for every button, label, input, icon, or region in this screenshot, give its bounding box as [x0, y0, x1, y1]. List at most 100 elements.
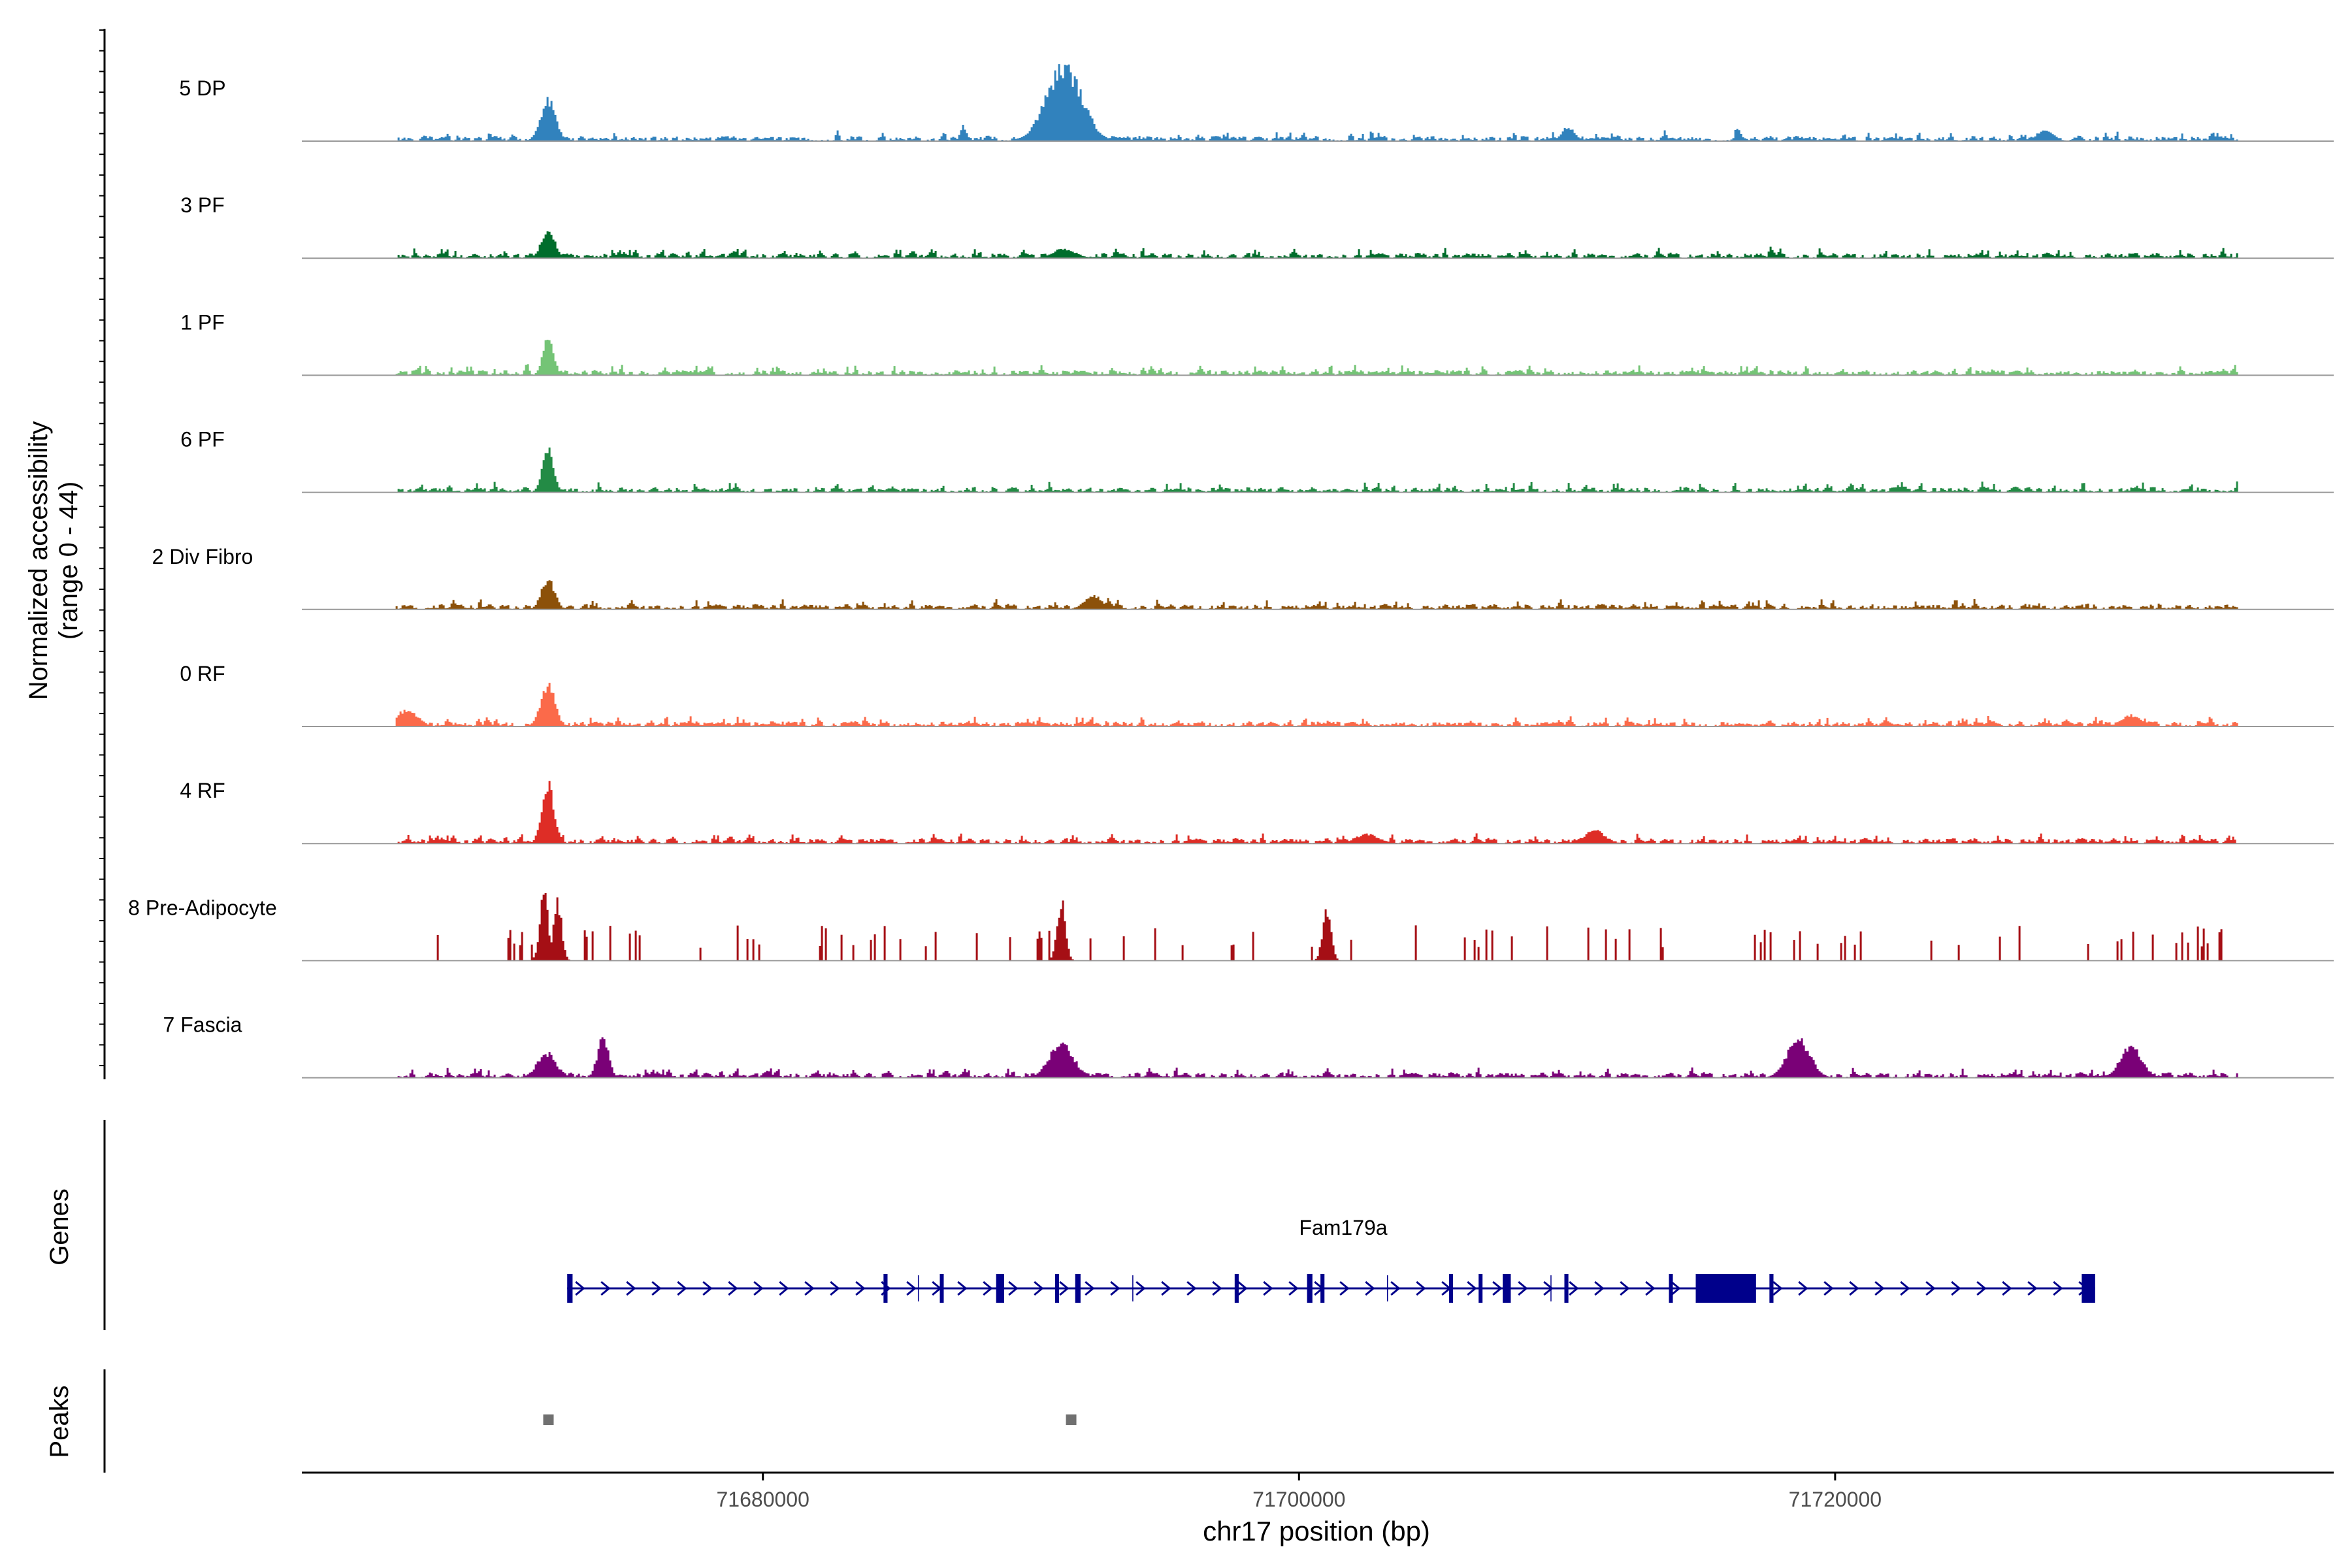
track-1-pf: 1 PF	[180, 310, 2334, 376]
track-2-div-fibro: 2 Div Fibro	[152, 545, 2334, 610]
strand-arrow-icon	[1186, 1281, 1197, 1296]
strand-arrow-icon	[1874, 1281, 1885, 1296]
x-axis-title: chr17 position (bp)	[1203, 1516, 1430, 1546]
gene-exon	[1234, 1274, 1239, 1303]
track-6-pf: 6 PF	[180, 428, 2334, 493]
y-axis-title: Normalized accessibility (range 0 - 44)	[24, 421, 83, 700]
strand-arrow-icon	[906, 1281, 917, 1296]
y-axis-title-line1: Normalized accessibility	[24, 421, 53, 700]
gene-exon	[1320, 1274, 1325, 1303]
strand-arrow-icon	[1849, 1281, 1859, 1296]
strand-arrow-icon	[1798, 1281, 1808, 1296]
strand-arrow-icon	[728, 1281, 738, 1296]
coverage-y-axis-ticks	[99, 29, 105, 1066]
x-axis-tick-label: 71680000	[717, 1488, 809, 1511]
track-label: 3 PF	[180, 193, 225, 217]
x-axis-tick-label: 71720000	[1789, 1488, 1882, 1511]
x-axis-ticks: 71680000 71700000 71720000	[717, 1473, 1882, 1511]
strand-arrow-icon	[830, 1281, 840, 1296]
strand-arrow-icon	[626, 1281, 636, 1296]
gene-name-label: Fam179a	[1299, 1216, 1387, 1239]
strand-arrow-icon	[855, 1281, 866, 1296]
gene-exon	[939, 1274, 944, 1303]
track-label: 7 Fascia	[163, 1013, 242, 1037]
track-5-dp: 5 DP	[179, 64, 2334, 142]
strand-arrow-icon	[1288, 1281, 1299, 1296]
strand-arrow-icon	[1671, 1281, 1681, 1296]
strand-arrow-icon	[1951, 1281, 1961, 1296]
track-coverage-area	[395, 781, 2238, 844]
strand-arrow-icon	[753, 1281, 764, 1296]
strand-arrow-icon	[983, 1281, 993, 1296]
strand-arrow-icon	[1339, 1281, 1350, 1296]
strand-arrow-icon	[1263, 1281, 1273, 1296]
track-7-fascia: 7 Fascia	[163, 1013, 2334, 1079]
strand-arrow-icon	[651, 1281, 662, 1296]
track-label: 6 PF	[180, 428, 225, 451]
gene-exon	[1054, 1274, 1060, 1303]
strand-arrow-icon	[575, 1281, 585, 1296]
gene-exon	[1449, 1274, 1454, 1303]
track-coverage-area	[395, 893, 2238, 961]
track-coverage-area	[395, 64, 2238, 141]
strand-arrow-icon	[677, 1281, 687, 1296]
gene-exon	[2082, 1274, 2095, 1303]
strand-arrow-icon	[1925, 1281, 1936, 1296]
strand-arrow-icon	[1135, 1281, 1146, 1296]
strand-arrow-icon	[1365, 1281, 1375, 1296]
strand-arrow-icon	[1594, 1281, 1605, 1296]
track-coverage-area	[395, 340, 2238, 376]
track-label: 5 DP	[179, 76, 225, 100]
track-coverage-area	[395, 683, 2238, 727]
strand-arrow-icon	[804, 1281, 815, 1296]
peaks-panel-label: Peaks	[45, 1385, 74, 1458]
gene-exon	[1075, 1274, 1081, 1303]
strand-arrow-icon	[779, 1281, 789, 1296]
strand-arrow-icon	[1543, 1281, 1554, 1296]
strand-arrow-icon	[1772, 1281, 1783, 1296]
track-coverage-area	[395, 231, 2238, 259]
strand-arrow-icon	[600, 1281, 611, 1296]
genes-panel-label: Genes	[45, 1188, 74, 1266]
track-0-rf: 0 RF	[180, 662, 2334, 727]
gene-exon	[1478, 1274, 1483, 1303]
strand-arrow-icon	[1416, 1281, 1426, 1296]
gene-model-fam179a	[567, 1274, 2095, 1303]
track-3-pf: 3 PF	[180, 193, 2334, 259]
gene-exon	[1503, 1274, 1511, 1303]
strand-arrow-icon	[1823, 1281, 1834, 1296]
gene-exon	[1307, 1274, 1313, 1303]
strand-arrow-icon	[957, 1281, 968, 1296]
track-label: 4 RF	[180, 779, 225, 802]
track-8-pre-adipocyte: 8 Pre-Adipocyte	[128, 893, 2334, 962]
track-label: 0 RF	[180, 662, 225, 685]
strand-arrow-icon	[1620, 1281, 1630, 1296]
strand-arrow-icon	[702, 1281, 713, 1296]
track-4-rf: 4 RF	[180, 779, 2334, 845]
strand-arrow-icon	[2027, 1281, 2038, 1296]
strand-arrow-icon	[2053, 1281, 2063, 1296]
strand-arrow-icon	[1976, 1281, 1987, 1296]
track-label: 1 PF	[180, 310, 225, 334]
strand-arrow-icon	[1008, 1281, 1019, 1296]
y-axis-title-line2: (range 0 - 44)	[54, 482, 83, 640]
strand-arrow-icon	[1059, 1281, 1070, 1296]
gene-exon	[1669, 1274, 1673, 1303]
strand-arrow-icon	[1034, 1281, 1044, 1296]
strand-arrow-icon	[1492, 1281, 1503, 1296]
strand-arrow-icon	[1110, 1281, 1120, 1296]
track-label: 2 Div Fibro	[152, 545, 253, 568]
strand-arrow-icon	[1085, 1281, 1095, 1296]
strand-arrow-icon	[1900, 1281, 1910, 1296]
strand-arrow-icon	[1390, 1281, 1401, 1296]
gene-exon	[883, 1274, 888, 1303]
strand-arrow-icon	[1467, 1281, 1477, 1296]
gene-exon	[1769, 1274, 1774, 1303]
track-label: 8 Pre-Adipocyte	[128, 896, 277, 919]
track-coverage-area	[395, 580, 2238, 610]
peak-regions	[543, 1414, 1077, 1425]
strand-arrow-icon	[1237, 1281, 1248, 1296]
x-axis-tick-label: 71700000	[1252, 1488, 1345, 1511]
gene-exon	[1695, 1274, 1756, 1303]
